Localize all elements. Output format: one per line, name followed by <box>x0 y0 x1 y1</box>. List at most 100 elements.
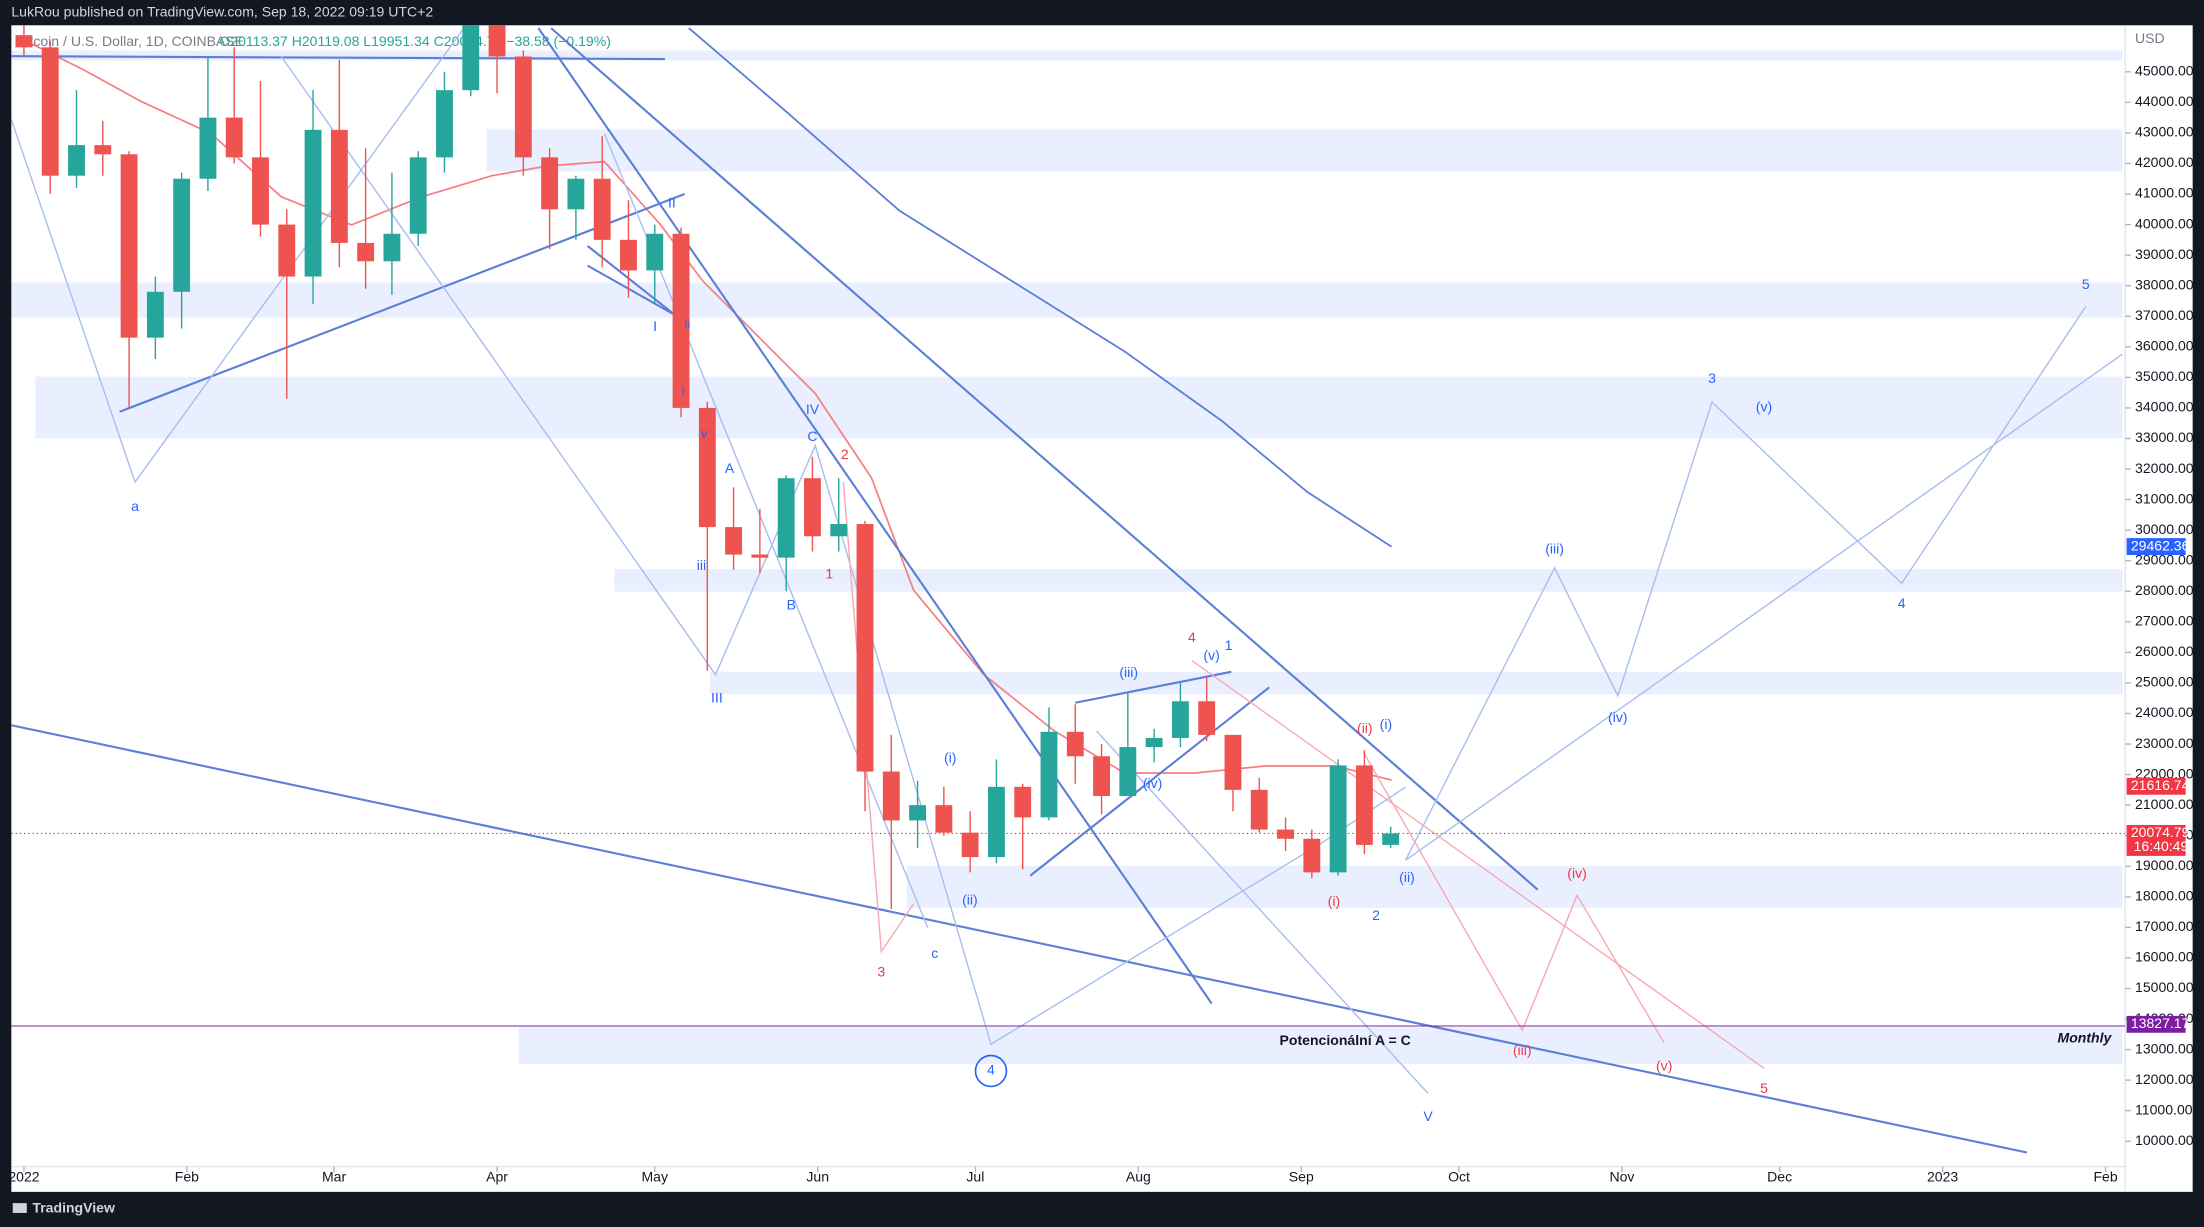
y-tick-label: 43000.00 <box>2135 124 2194 140</box>
candle-body <box>620 239 637 271</box>
candle-body <box>1093 756 1110 796</box>
wave-label: c <box>931 945 938 961</box>
x-tick-label: May <box>641 1169 668 1185</box>
candle-body <box>409 157 427 234</box>
wave-label: (i) <box>944 750 956 766</box>
y-tick-label: 36000.00 <box>2135 338 2194 354</box>
wave-label: ii <box>684 315 690 331</box>
x-tick-label: Feb <box>175 1169 199 1185</box>
candle-body <box>330 129 348 243</box>
y-tick-label: 38000.00 <box>2135 276 2194 292</box>
price-tag-label: 13827.17 <box>2131 1015 2190 1031</box>
y-tick-label: 27000.00 <box>2135 613 2194 629</box>
x-tick-label: Apr <box>486 1169 508 1185</box>
wave-line <box>1362 751 1665 1044</box>
y-tick-label: 21000.00 <box>2135 796 2194 812</box>
y-tick-label: 41000.00 <box>2135 185 2194 201</box>
candle-body <box>462 25 480 91</box>
wave-label: 5 <box>1760 1080 1768 1096</box>
price-tag-countdown: 16:40:49 <box>2134 838 2189 854</box>
y-tick-label: 19000.00 <box>2135 857 2194 873</box>
candle-body <box>15 35 33 48</box>
y-tick-label: 22000.00 <box>2135 765 2194 781</box>
y-tick-label: 33000.00 <box>2135 429 2194 445</box>
candle-body <box>1224 734 1242 790</box>
candle-body <box>252 157 269 225</box>
candle-body <box>804 478 821 537</box>
wave-label: (iii) <box>1119 664 1138 680</box>
candle-body <box>68 145 85 176</box>
candle-body <box>225 117 243 158</box>
x-tick-label: 2023 <box>1927 1169 1958 1185</box>
trendline <box>1029 686 1270 877</box>
candle-body <box>909 805 927 821</box>
candle-body <box>698 407 716 528</box>
price-tag <box>2126 1015 2186 1033</box>
candle-body <box>1303 838 1321 873</box>
plot: aIIIiiiviiiIIIABCIV213c(i)(ii)(iii)(iv)(… <box>11 25 2126 1154</box>
wave-label: 2 <box>1372 907 1380 923</box>
y-tick-label: 32000.00 <box>2135 460 2194 476</box>
x-tick-label: Jun <box>806 1169 829 1185</box>
wave-label: a <box>131 498 139 514</box>
y-tick-label: 45000.00 <box>2135 63 2194 79</box>
trendline <box>587 264 676 316</box>
wave-label: 4 <box>1188 629 1196 645</box>
wave-label: 2 <box>841 446 849 462</box>
axis-unit: USD <box>2135 30 2165 46</box>
wave-line <box>1191 660 1765 1069</box>
y-tick-label: 23000.00 <box>2135 735 2194 751</box>
zone <box>35 376 2123 439</box>
wave-label: v <box>701 425 708 441</box>
zone <box>11 282 2123 318</box>
candle-body <box>777 478 795 558</box>
wave-label: 3 <box>877 963 885 979</box>
candle-body <box>199 117 217 179</box>
candle-body <box>1171 701 1189 738</box>
wave-label: (ii) <box>1399 869 1415 885</box>
wave-line <box>842 482 915 954</box>
price-tag-label: 29462.36 <box>2131 537 2190 553</box>
candle-body <box>357 242 375 262</box>
candle-body <box>856 524 874 772</box>
wave-label: (iii) <box>1513 1042 1532 1058</box>
candle-body <box>1014 786 1032 818</box>
wave-label: 3 <box>1708 370 1716 386</box>
candle-body <box>672 233 690 408</box>
y-tick-label: 35000.00 <box>2135 368 2194 384</box>
y-tick-label: 16000.00 <box>2135 949 2194 965</box>
candle-body <box>383 233 401 262</box>
wave-label: iii <box>697 557 706 573</box>
candle-body <box>1277 829 1294 839</box>
wave-label: III <box>711 689 723 705</box>
price-tag <box>2126 538 2186 556</box>
y-tick-label: 29000.00 <box>2135 551 2194 567</box>
y-tick-label: 13000.00 <box>2135 1040 2194 1056</box>
symbol-title: Bitcoin / U.S. Dollar, 1D, COINBASE <box>17 33 244 49</box>
price-tag-label: 20074.79 <box>2131 824 2190 840</box>
wave-line <box>1405 353 2123 861</box>
y-tick-label: 28000.00 <box>2135 582 2194 598</box>
moving-average <box>688 27 1393 548</box>
trendline <box>119 192 685 413</box>
y-tick-label: 24000.00 <box>2135 704 2194 720</box>
wave-label: 1 <box>825 566 833 582</box>
wave-label: (i) <box>1328 893 1340 909</box>
wave-label: A <box>725 460 735 476</box>
trendline <box>11 55 665 61</box>
y-tick-label: 31000.00 <box>2135 490 2194 506</box>
zone <box>11 50 2123 61</box>
candle-body <box>1382 833 1400 845</box>
y-tick-label: 44000.00 <box>2135 93 2194 109</box>
candle-body <box>567 178 585 210</box>
wave-label: (v) <box>1656 1057 1672 1073</box>
candle-body <box>1145 737 1163 748</box>
wave-label: Potencionální A = C <box>1280 1032 1411 1048</box>
footer: TradingView <box>32 1199 115 1215</box>
zone <box>709 671 2123 695</box>
x-tick-label: Aug <box>1126 1169 1151 1185</box>
y-tick-label: 37000.00 <box>2135 307 2194 323</box>
zone <box>518 1027 2123 1064</box>
x-tick-label: Jul <box>966 1169 984 1185</box>
wave-label: 4 <box>1898 595 1906 611</box>
